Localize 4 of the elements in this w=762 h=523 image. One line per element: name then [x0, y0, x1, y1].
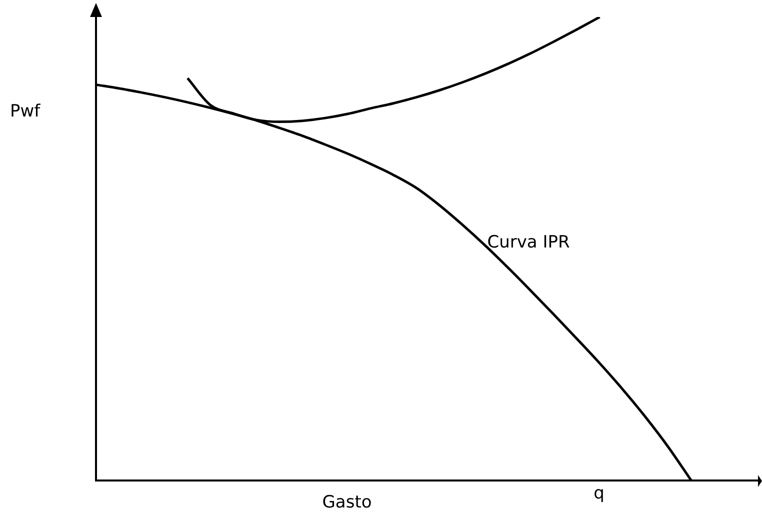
series-label: Curva IPR: [487, 232, 570, 252]
text: q: [594, 484, 604, 504]
y-axis-title: Pwf: [10, 101, 42, 122]
x-axis-title: Gasto: [322, 492, 372, 513]
